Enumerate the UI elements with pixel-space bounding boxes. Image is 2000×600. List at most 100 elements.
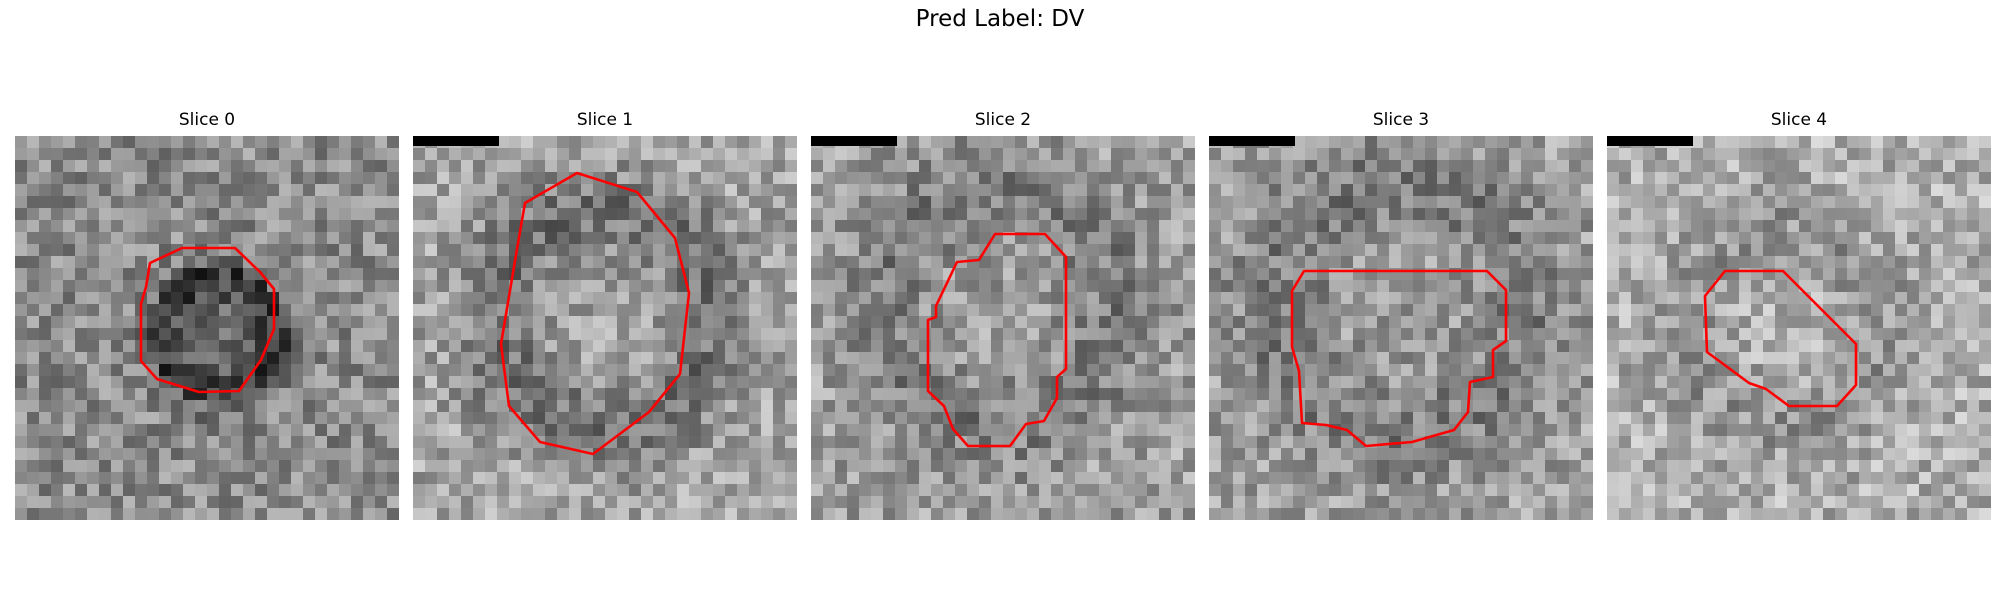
- pixel: [895, 316, 908, 329]
- pixel: [1703, 400, 1716, 413]
- pixel: [1883, 172, 1896, 185]
- pixel: [1509, 304, 1522, 317]
- pixel: [1353, 472, 1366, 485]
- pixel: [303, 232, 316, 245]
- pixel: [351, 364, 364, 377]
- pixel: [1979, 172, 1991, 185]
- pixel: [1509, 208, 1522, 221]
- pixel: [749, 340, 762, 353]
- pixel: [15, 376, 28, 389]
- pixel: [1413, 184, 1426, 197]
- pixel: [835, 304, 848, 317]
- pixel: [1389, 484, 1402, 497]
- pixel: [1533, 304, 1546, 317]
- pixel: [159, 256, 172, 269]
- pixel: [461, 268, 474, 281]
- pixel: [1847, 316, 1860, 329]
- pixel: [1763, 244, 1776, 257]
- pixel: [75, 484, 88, 497]
- pixel: [1401, 376, 1414, 389]
- pixel: [315, 208, 328, 221]
- pixel: [147, 136, 160, 149]
- pixel: [1569, 220, 1582, 233]
- pixel: [327, 472, 340, 485]
- pixel: [1039, 220, 1052, 233]
- pixel: [701, 256, 714, 269]
- pixel: [569, 136, 582, 149]
- pixel: [1581, 208, 1593, 221]
- pixel: [1569, 436, 1582, 449]
- pixel: [1135, 460, 1148, 473]
- pixel: [1099, 352, 1112, 365]
- pixel: [51, 232, 64, 245]
- pixel: [1051, 268, 1064, 281]
- pixel: [617, 448, 630, 461]
- pixel: [1619, 316, 1632, 329]
- pixel: [51, 388, 64, 401]
- pixel: [1269, 280, 1282, 293]
- pixel: [955, 364, 968, 377]
- pixel: [327, 376, 340, 389]
- pixel: [1123, 496, 1136, 509]
- pixel: [1027, 448, 1040, 461]
- pixel: [1473, 148, 1486, 161]
- pixel: [871, 424, 884, 437]
- pixel: [761, 448, 774, 461]
- pixel: [1667, 388, 1680, 401]
- pixel: [461, 196, 474, 209]
- pixel: [907, 388, 920, 401]
- pixel: [15, 352, 28, 365]
- pixel: [1847, 232, 1860, 245]
- pixel: [1329, 484, 1342, 497]
- pixel: [243, 232, 256, 245]
- pixel: [99, 448, 112, 461]
- pixel: [1171, 220, 1184, 233]
- pixel: [63, 508, 76, 520]
- pixel: [15, 304, 28, 317]
- pixel: [1667, 208, 1680, 221]
- pixel: [413, 352, 426, 365]
- pixel: [87, 220, 100, 233]
- pixel: [87, 172, 100, 185]
- pixel: [1281, 268, 1294, 281]
- pixel: [387, 472, 399, 485]
- pixel: [1607, 292, 1620, 305]
- pixel: [51, 424, 64, 437]
- pixel: [1787, 304, 1800, 317]
- pixel: [1521, 424, 1534, 437]
- pixel: [991, 328, 1004, 341]
- pixel: [847, 460, 860, 473]
- pixel: [363, 388, 376, 401]
- pixel: [183, 340, 196, 353]
- pixel: [1775, 412, 1788, 425]
- pixel: [1715, 448, 1728, 461]
- pixel: [1521, 184, 1534, 197]
- pixel: [1667, 448, 1680, 461]
- pixel: [111, 328, 124, 341]
- pixel: [533, 340, 546, 353]
- pixel: [1859, 328, 1872, 341]
- pixel: [1485, 148, 1498, 161]
- pixel: [147, 340, 160, 353]
- pixel: [39, 328, 52, 341]
- pixel: [315, 268, 328, 281]
- pixel: [1521, 292, 1534, 305]
- pixel: [51, 160, 64, 173]
- pixel: [1015, 340, 1028, 353]
- pixel: [1425, 424, 1438, 437]
- pixel: [231, 376, 244, 389]
- pixel: [749, 268, 762, 281]
- pixel: [1521, 268, 1534, 281]
- pixel: [1485, 304, 1498, 317]
- pixel: [279, 280, 292, 293]
- pixel: [243, 484, 256, 497]
- pixel: [351, 172, 364, 185]
- pixel: [1581, 268, 1593, 281]
- pixel: [653, 424, 666, 437]
- pixel: [1619, 184, 1632, 197]
- pixel: [171, 496, 184, 509]
- pixel: [1473, 304, 1486, 317]
- pixel: [811, 172, 824, 185]
- pixel: [303, 208, 316, 221]
- pixel: [243, 292, 256, 305]
